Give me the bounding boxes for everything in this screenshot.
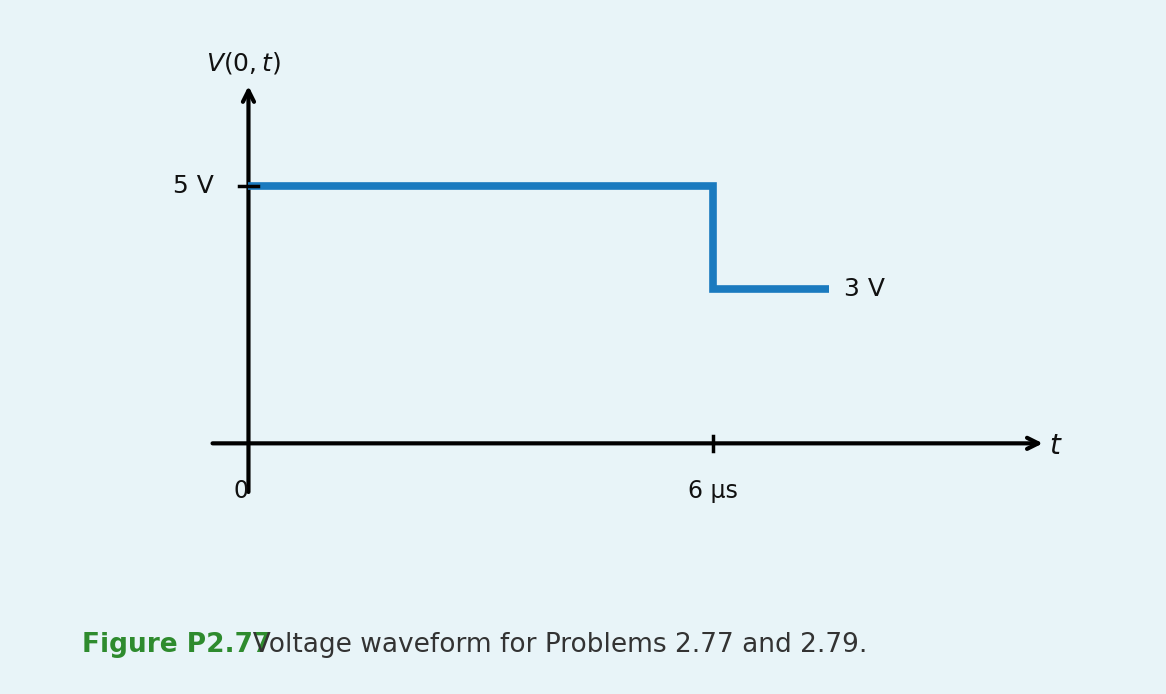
Text: 0: 0	[233, 480, 248, 503]
Text: 3 V: 3 V	[844, 277, 885, 301]
Text: 5 V: 5 V	[173, 174, 213, 198]
Text: Figure P2.77: Figure P2.77	[82, 632, 271, 659]
Text: $t$: $t$	[1049, 432, 1063, 460]
Text: Voltage waveform for Problems 2.77 and 2.79.: Voltage waveform for Problems 2.77 and 2…	[236, 632, 866, 659]
Text: 6 μs: 6 μs	[688, 480, 738, 503]
Text: $V(0, t)$: $V(0, t)$	[206, 49, 281, 76]
